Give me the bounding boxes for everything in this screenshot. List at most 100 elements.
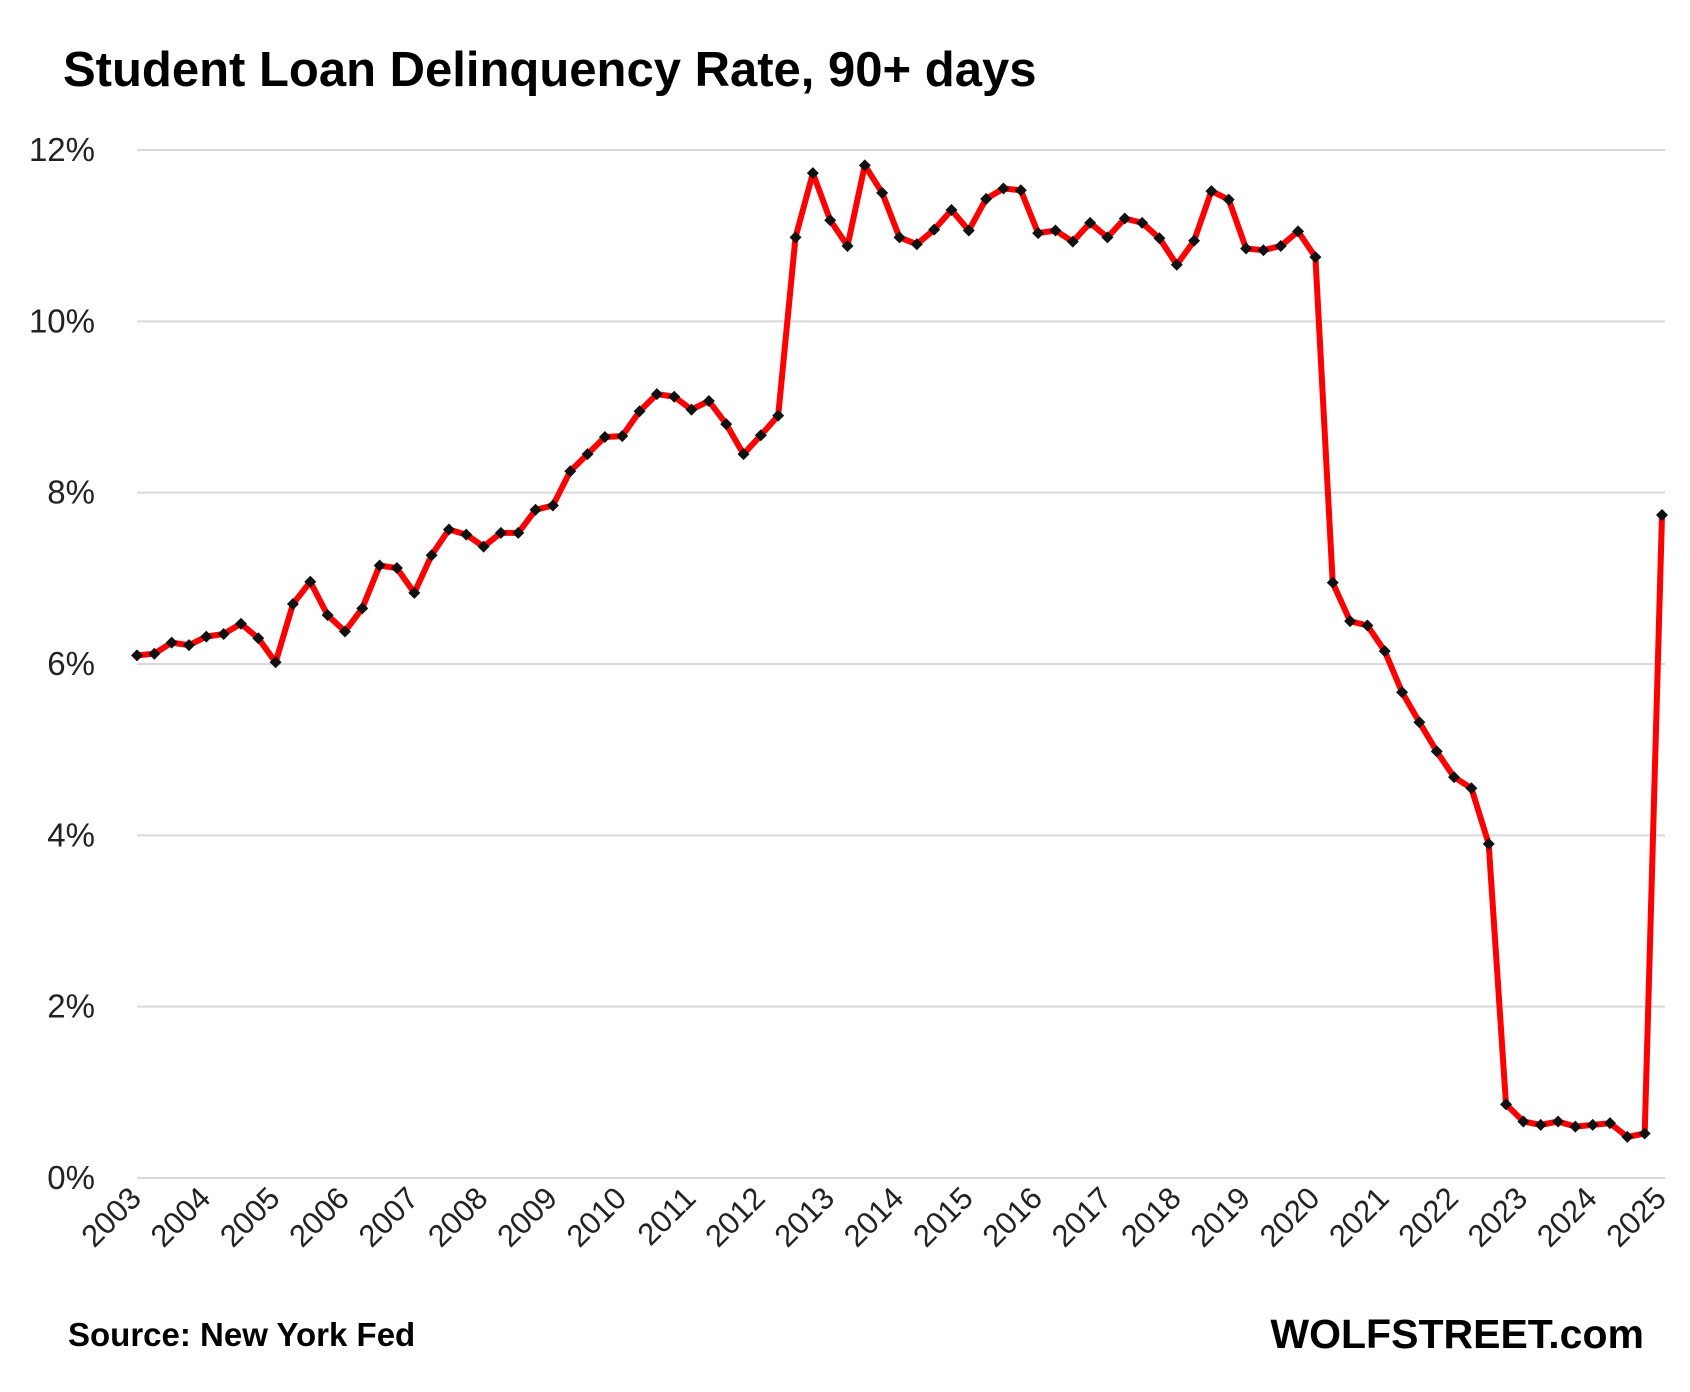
data-point-marker (1309, 251, 1322, 264)
x-tick-label: 2007 (352, 1180, 426, 1254)
data-point-marker (148, 647, 161, 660)
data-point-marker (1378, 645, 1391, 658)
data-point-marker (269, 656, 282, 669)
data-point-marker (425, 549, 438, 562)
data-point-marker (564, 465, 577, 478)
data-point-marker (373, 559, 386, 572)
data-point-marker (754, 429, 767, 442)
data-point-marker (356, 602, 369, 615)
data-point-marker (1656, 508, 1668, 521)
data-point-marker (1136, 216, 1149, 229)
data-point-marker (876, 186, 889, 199)
data-point-marker (546, 499, 559, 512)
data-point-marker (1361, 619, 1374, 632)
x-tick-label: 2012 (698, 1180, 772, 1254)
data-point-marker (442, 523, 455, 536)
data-point-marker (1153, 232, 1166, 245)
data-point-marker (1604, 1117, 1617, 1130)
x-tick-label: 2006 (282, 1180, 356, 1254)
data-point-marker (893, 231, 906, 244)
data-point-marker (1638, 1127, 1651, 1140)
data-point-marker (1170, 258, 1183, 271)
data-point-marker (1500, 1098, 1513, 1111)
data-point-marker (1448, 771, 1461, 784)
data-point-marker (408, 586, 421, 599)
data-point-marker (720, 418, 733, 431)
data-point-marker (1240, 242, 1253, 255)
data-point-marker (1534, 1118, 1547, 1131)
data-point-marker (1586, 1118, 1599, 1131)
data-point-marker (841, 239, 854, 252)
data-point-marker (1274, 239, 1287, 252)
data-point-marker (1569, 1120, 1582, 1133)
x-tick-label: 2011 (631, 1180, 703, 1252)
data-point-marker (1552, 1115, 1565, 1128)
x-axis-ticks: 2003200420052006200720082009201020112012… (74, 1180, 1673, 1254)
data-point-marker (200, 630, 213, 643)
data-point-marker (650, 388, 663, 401)
chart-title: Student Loan Delinquency Rate, 90+ days (63, 43, 1037, 97)
x-tick-label: 2013 (768, 1180, 842, 1254)
data-point-marker (1257, 244, 1270, 257)
data-point-marker (581, 448, 594, 461)
data-point-marker (1101, 231, 1114, 244)
data-point-marker (1517, 1115, 1530, 1128)
data-point-marker (1430, 745, 1443, 758)
brand-watermark: WOLFSTREET.com (1270, 1311, 1644, 1357)
y-tick-label: 12% (29, 131, 95, 168)
x-tick-label: 2010 (560, 1180, 634, 1254)
data-point-marker (1465, 782, 1478, 795)
x-tick-label: 2023 (1461, 1180, 1535, 1254)
data-point-marker (824, 214, 837, 227)
data-point-marker (529, 503, 542, 516)
x-tick-label: 2018 (1114, 1180, 1188, 1254)
data-point-marker (1326, 576, 1339, 589)
series-group (131, 159, 1668, 1143)
x-tick-label: 2004 (144, 1180, 218, 1254)
data-point-marker (789, 231, 802, 244)
data-point-marker (1188, 234, 1201, 247)
x-tick-label: 2009 (490, 1180, 564, 1254)
data-point-marker (945, 203, 958, 216)
data-point-marker (910, 238, 923, 251)
source-note: Source: New York Fed (68, 1316, 416, 1353)
x-tick-label: 2017 (1045, 1180, 1119, 1254)
data-point-marker (304, 575, 317, 588)
data-point-marker (131, 649, 143, 662)
data-point-marker (1482, 837, 1495, 850)
y-tick-label: 10% (29, 302, 95, 339)
data-point-marker (1413, 716, 1426, 729)
data-point-marker (1621, 1130, 1634, 1143)
data-point-marker (234, 617, 247, 630)
y-tick-label: 0% (47, 1159, 95, 1196)
data-point-marker (252, 632, 265, 645)
y-tick-label: 2% (47, 988, 95, 1025)
x-tick-label: 2019 (1184, 1180, 1258, 1254)
data-point-marker (1084, 216, 1097, 229)
data-point-marker (217, 628, 230, 641)
data-point-marker (702, 395, 715, 408)
data-point-marker (1066, 235, 1079, 248)
x-tick-label: 2008 (421, 1180, 495, 1254)
data-point-marker (806, 167, 819, 180)
y-tick-label: 4% (47, 816, 95, 853)
data-point-marker (633, 405, 646, 418)
data-point-marker (858, 159, 871, 172)
y-axis-ticks: 0% 2% 4% 6% 8% 10% 12% (29, 131, 95, 1196)
data-point-marker (685, 403, 698, 416)
data-point-marker (165, 636, 178, 649)
data-point-marker (338, 625, 351, 638)
data-point-marker (616, 430, 629, 443)
data-point-marker (286, 598, 299, 611)
y-tick-label: 8% (47, 474, 95, 511)
x-tick-label: 2020 (1253, 1180, 1327, 1254)
data-point-marker (928, 223, 941, 236)
data-point-marker (598, 430, 611, 443)
data-point-marker (737, 448, 750, 461)
data-point-marker (1118, 212, 1131, 225)
data-point-marker (1049, 224, 1062, 237)
data-point-marker (390, 562, 403, 575)
data-point-marker (512, 526, 525, 539)
x-tick-label: 2022 (1391, 1180, 1465, 1254)
